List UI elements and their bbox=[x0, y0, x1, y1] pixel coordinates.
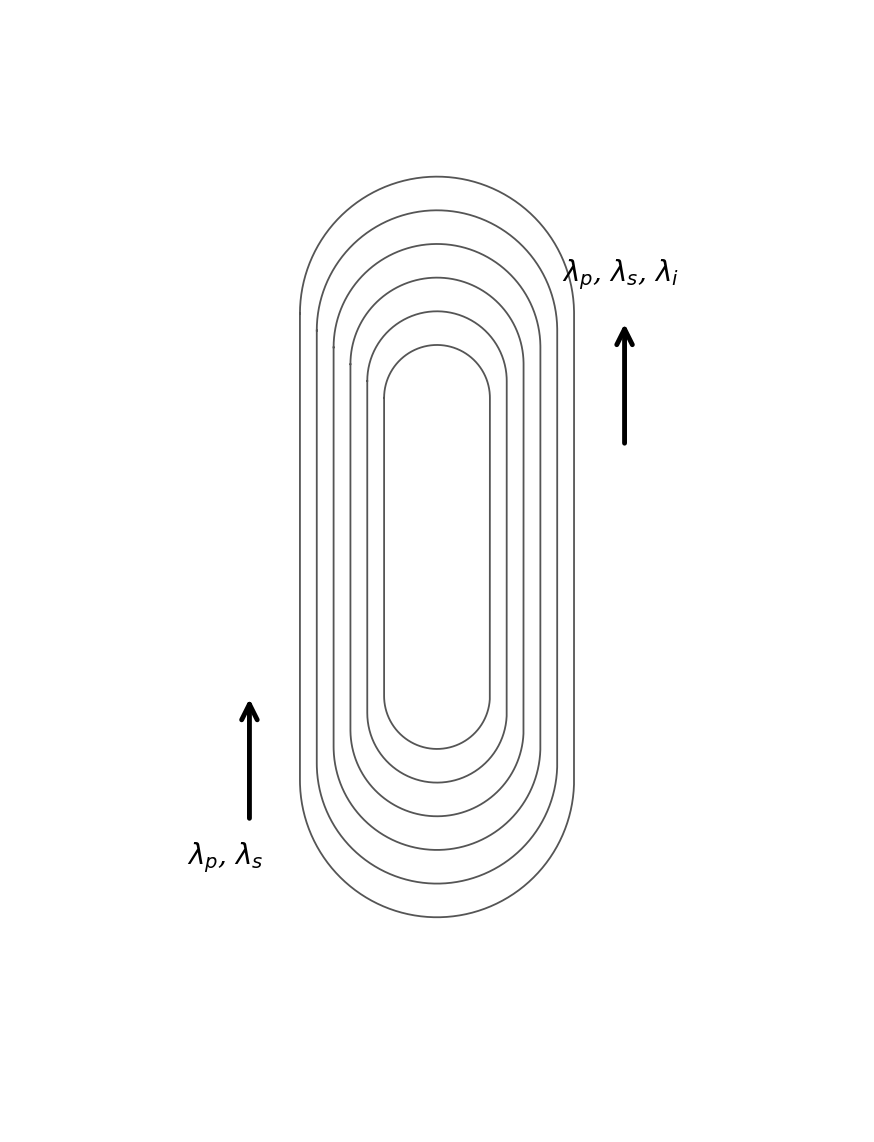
Text: $\lambda_p$, $\lambda_s$, $\lambda_i$: $\lambda_p$, $\lambda_s$, $\lambda_i$ bbox=[562, 257, 679, 292]
Text: $\lambda_p$, $\lambda_s$: $\lambda_p$, $\lambda_s$ bbox=[187, 841, 263, 875]
